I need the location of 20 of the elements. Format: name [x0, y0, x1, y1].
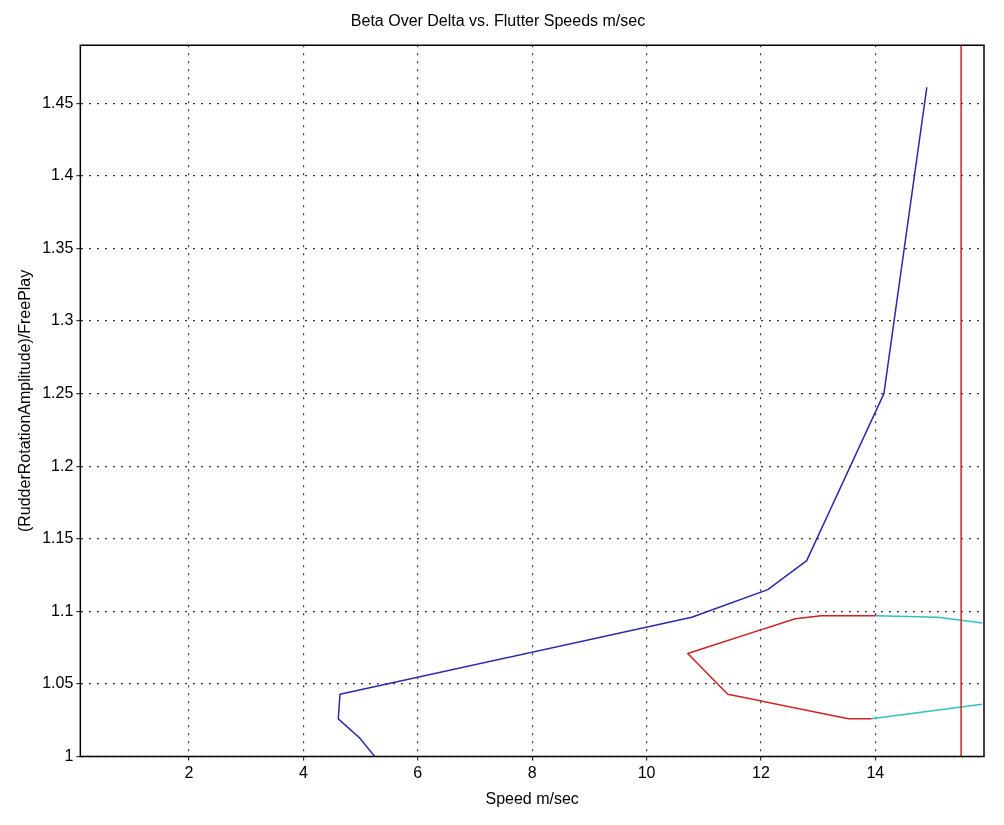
x-tick-label: 10: [637, 763, 656, 781]
y-tick-label: 1.1: [51, 601, 74, 619]
y-tick-label: 1.3: [51, 311, 74, 329]
x-tick-label: 6: [413, 763, 423, 781]
y-tick-label: 1.15: [42, 529, 74, 547]
x-tick-label: 2: [184, 763, 194, 781]
y-tick-label: 1.2: [51, 456, 74, 474]
y-tick-label: 1: [64, 747, 74, 765]
y-axis-title: (RudderRotationAmplitude)/FreePlay: [16, 269, 34, 533]
x-tick-label: 4: [298, 763, 308, 781]
x-tick-label: 8: [527, 763, 537, 781]
chart-title: Beta Over Delta vs. Flutter Speeds m/sec: [350, 12, 646, 30]
y-tick-label: 1.25: [42, 384, 74, 402]
x-axis-title: Speed m/sec: [485, 789, 579, 807]
y-tick-label: 1.05: [42, 674, 74, 692]
y-tick-label: 1.4: [51, 166, 74, 184]
y-tick-label: 1.45: [42, 93, 74, 111]
x-tick-label: 14: [866, 763, 885, 781]
y-tick-label: 1.35: [42, 238, 74, 256]
x-tick-label: 12: [752, 763, 770, 781]
